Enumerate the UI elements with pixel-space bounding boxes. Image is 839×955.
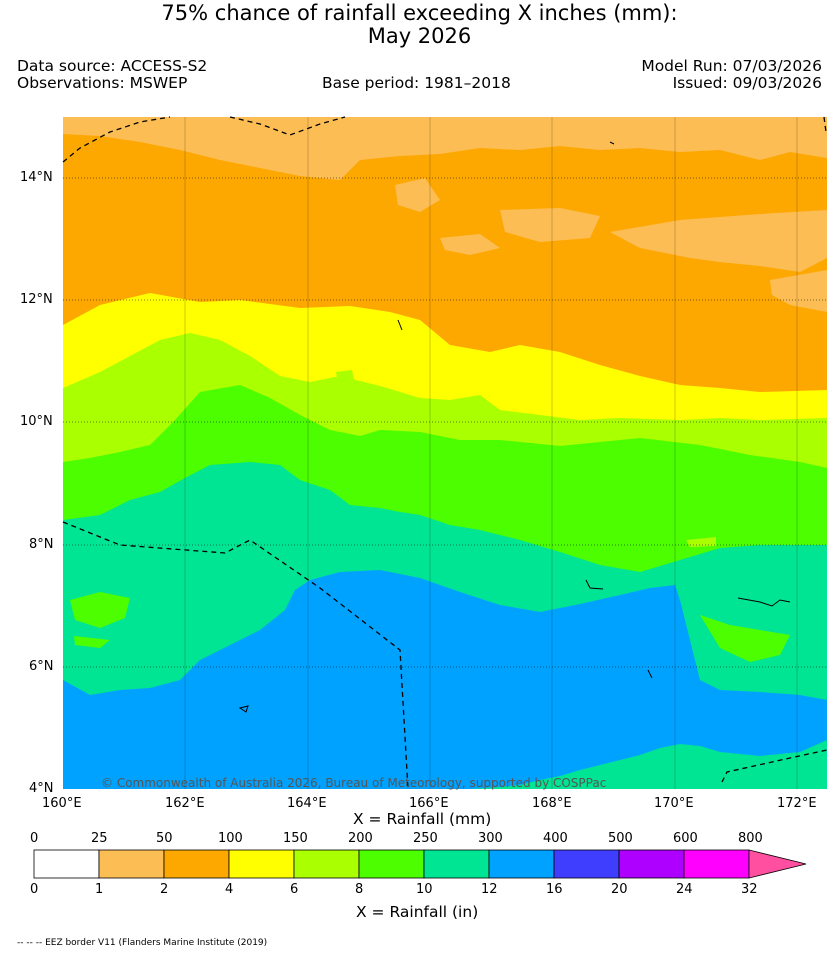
lon-label-162e: 162°E (165, 796, 205, 811)
colorbar-in-label-8: 8 (355, 882, 364, 897)
colorbar-in-label-6: 6 (290, 882, 299, 897)
colorbar-mm-label-150: 150 (283, 831, 308, 846)
island-c (585, 579, 604, 590)
eez-border-marshall (62, 521, 409, 790)
colorbar-mm-label-600: 600 (673, 831, 698, 846)
eez-border-nw (62, 116, 171, 163)
colorbar-in-label-12: 12 (481, 882, 498, 897)
colorbar-mm-label-250: 250 (413, 831, 438, 846)
patch-300-400mm-b (720, 716, 827, 744)
patch-200-250mm-a (70, 592, 130, 628)
band-300-400mm (63, 570, 827, 789)
colorbar-mm-label-200: 200 (348, 831, 373, 846)
eez-footnote: -- -- -- EEZ border V11 (Flanders Marine… (17, 938, 268, 948)
patch-150-200mm-b (336, 370, 354, 382)
colorbar-in-label-24: 24 (676, 882, 693, 897)
lat-label-6n: 6°N (29, 659, 54, 674)
island-b (238, 705, 249, 713)
lon-label-170e: 170°E (654, 796, 694, 811)
colorbar-swatch-4 (293, 849, 360, 879)
lat-label-4n: 4°N (29, 781, 54, 796)
colorbar-mm-label-800: 800 (738, 831, 763, 846)
colorbar-swatch-5 (358, 849, 425, 879)
patch-250-300mm-a (640, 748, 690, 775)
colorbar-in-label-2: 2 (160, 882, 169, 897)
band-25-50mm (63, 117, 827, 180)
colorbar-swatch-0 (33, 849, 100, 879)
colorbar-in-label-0: 0 (30, 882, 39, 897)
colorbar-in-label-20: 20 (611, 882, 628, 897)
patch-200-250mm-b (700, 615, 790, 662)
lat-label-14n: 14°N (20, 170, 53, 185)
patch-25-50mm-c (610, 210, 827, 272)
island-a (737, 597, 791, 607)
graticule (63, 177, 827, 668)
island-d (647, 669, 653, 679)
patch-25-50mm-e (440, 234, 500, 255)
eez-border-ne (823, 116, 827, 133)
colorbar-swatch-7 (488, 849, 555, 879)
patch-150-200mm-a (686, 537, 716, 547)
eez-border-se (721, 749, 828, 783)
lon-label-160e: 160°E (42, 796, 82, 811)
model-run: Model Run: 07/03/2026 (641, 57, 822, 75)
colorbar-in-label-16: 16 (546, 882, 563, 897)
patch-200-250mm-c (74, 636, 110, 648)
colorbar-swatch-1 (98, 849, 165, 879)
eez-border-n (229, 116, 346, 136)
islands (238, 141, 791, 713)
colorbar-in-label-10: 10 (416, 882, 433, 897)
colorbar (33, 849, 807, 879)
colorbar-swatch-9 (618, 849, 685, 879)
lat-label-12n: 12°N (20, 292, 53, 307)
lon-label-164e: 164°E (287, 796, 327, 811)
base-period: Base period: 1981–2018 (322, 74, 511, 92)
colorbar-in-label-4: 4 (225, 882, 234, 897)
colorbar-in-label-1: 1 (95, 882, 104, 897)
colorbar-mm-label-25: 25 (91, 831, 108, 846)
patch-25-50mm-a (500, 208, 600, 242)
map-title-line2: May 2026 (367, 24, 472, 48)
lat-label-10n: 10°N (20, 414, 53, 429)
map-plot-area (62, 116, 828, 790)
colorbar-in-label-32: 32 (741, 882, 758, 897)
eez-borders (62, 116, 828, 790)
colorbar-mm-label-300: 300 (478, 831, 503, 846)
island-e (397, 319, 403, 331)
map-title-line1: 75% chance of rainfall exceeding X inche… (161, 1, 678, 25)
colorbar-swatch-8 (553, 849, 620, 879)
colorbar-mm-label-400: 400 (543, 831, 568, 846)
colorbar-mm-label-100: 100 (218, 831, 243, 846)
lat-label-8n: 8°N (29, 537, 54, 552)
colorbar-mm-label-0: 0 (30, 831, 39, 846)
colorbar-swatch-6 (423, 849, 490, 879)
island-f (609, 141, 615, 145)
observations-source: Observations: MSWEP (17, 74, 188, 92)
colorbar-swatch-3 (228, 849, 295, 879)
data-source: Data source: ACCESS-S2 (17, 57, 208, 75)
colorbar-swatch-10 (683, 849, 750, 879)
meridians (184, 117, 798, 789)
axis-title-in: X = Rainfall (in) (356, 903, 479, 921)
lon-label-166e: 166°E (409, 796, 449, 811)
colorbar-mm-label-500: 500 (608, 831, 633, 846)
colorbar-extend-arrow (748, 849, 807, 879)
lon-label-172e: 172°E (777, 796, 817, 811)
patch-25-50mm-b (395, 178, 440, 212)
colorbar-swatch-2 (163, 849, 230, 879)
colorbar-mm-label-50: 50 (156, 831, 173, 846)
lon-label-168e: 168°E (532, 796, 572, 811)
issued-date: Issued: 09/03/2026 (672, 74, 822, 92)
copyright-notice: © Commonwealth of Australia 2026, Bureau… (101, 776, 607, 790)
patch-25-50mm-d (770, 270, 827, 312)
axis-title-mm: X = Rainfall (mm) (353, 810, 492, 828)
